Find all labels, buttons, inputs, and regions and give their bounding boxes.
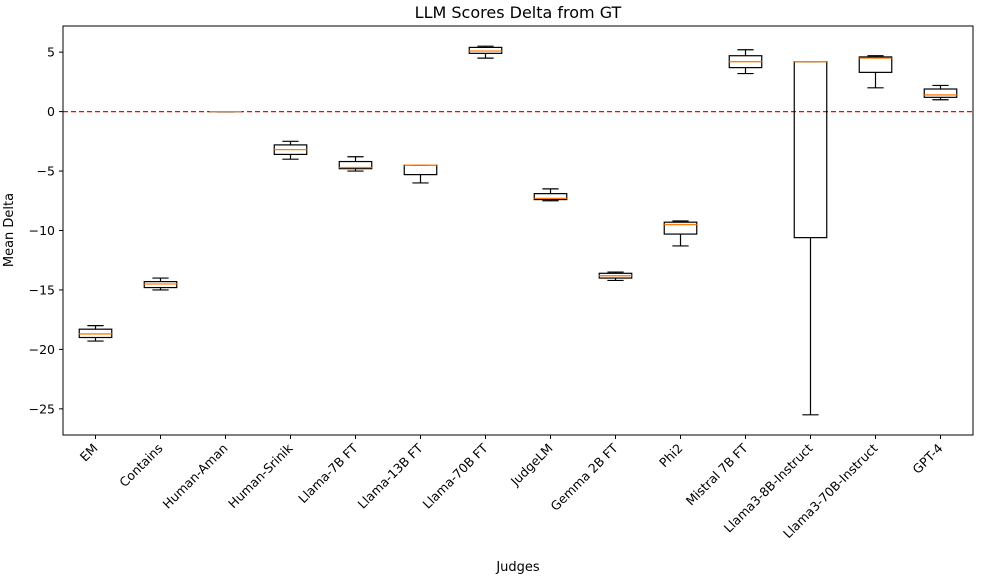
x-tick-label: Contains	[116, 441, 165, 490]
box-body	[858, 56, 893, 73]
y-tick-label: 5	[47, 45, 55, 60]
y-tick-label: 0	[47, 104, 55, 119]
x-axis-label: Judges	[495, 560, 540, 575]
chart-marks	[63, 45, 973, 416]
y-tick-label: −15	[29, 282, 55, 297]
y-axis-label: Mean Delta	[2, 193, 17, 267]
x-tick-label: JudgeLM	[507, 441, 556, 490]
box-item	[273, 140, 308, 160]
box-body	[663, 221, 698, 235]
x-tick-label: Mistral 7B FT	[683, 440, 751, 508]
box-body	[338, 160, 373, 170]
box-item	[663, 220, 698, 247]
y-tick-label: −5	[37, 164, 55, 179]
box-item	[78, 325, 113, 342]
y-tick-label: −25	[29, 401, 55, 416]
box-item	[728, 49, 763, 75]
x-tick-label: GPT-4	[909, 440, 945, 476]
box-item	[923, 84, 958, 101]
x-tick-label: Human-Srinik	[225, 440, 296, 511]
x-tick-label: Phi2	[656, 441, 686, 471]
box-item	[143, 277, 178, 291]
plot-background	[63, 26, 973, 435]
chart-title: LLM Scores Delta from GT	[415, 3, 622, 22]
box-item	[533, 188, 568, 202]
y-tick-label: −10	[29, 223, 55, 238]
x-tick-label: Llama-7B FT	[295, 440, 361, 506]
box-body	[923, 88, 958, 98]
x-tick-label: Gemma 2B FT	[547, 440, 620, 513]
x-tick-label: Human-Aman	[159, 441, 230, 512]
box-item	[793, 61, 828, 416]
box-item	[403, 164, 438, 184]
x-tick-label: Llama-70B FT	[420, 440, 491, 511]
x-tick-label: Llama-13B FT	[355, 440, 426, 511]
box-item	[338, 156, 373, 172]
box-item	[468, 45, 503, 59]
box-item	[858, 55, 893, 89]
y-axis: 5 0 −5 −10 −15 −20 −25	[29, 45, 63, 416]
box-body	[533, 193, 568, 201]
box-item	[598, 271, 633, 282]
plot-area	[63, 26, 973, 435]
x-tick-label: EM	[77, 441, 101, 465]
y-tick-label: −20	[29, 342, 55, 357]
